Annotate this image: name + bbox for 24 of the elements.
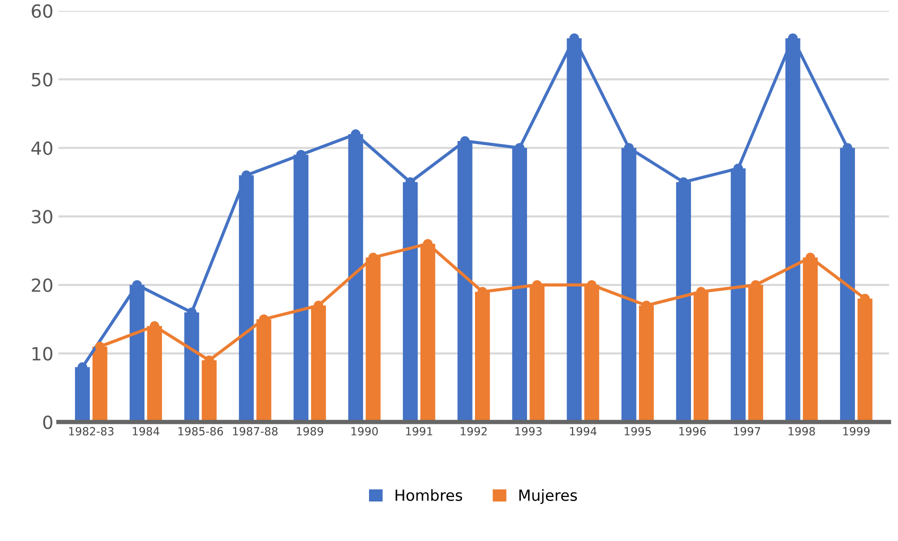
y-tick-label: 60 bbox=[32, 4, 52, 18]
x-tick-label: 1982-83 bbox=[69, 427, 114, 436]
x-tick-label: 1992 bbox=[460, 427, 487, 436]
x-tick-label: 1998 bbox=[788, 427, 815, 436]
x-tick-label: 1993 bbox=[515, 427, 542, 436]
x-tick-label: 1990 bbox=[351, 427, 378, 436]
y-tick-label: 40 bbox=[31, 141, 52, 155]
y-tick-label: 0 bbox=[43, 415, 52, 430]
x-tick-label: 1985-86 bbox=[178, 427, 223, 436]
x-tick-label: 1984 bbox=[132, 427, 160, 436]
y-tick-label: 50 bbox=[32, 72, 52, 86]
x-tick-label: 1997 bbox=[734, 427, 760, 436]
y-tick-label: 30 bbox=[32, 210, 52, 224]
x-tick-label: 1991 bbox=[406, 427, 432, 436]
x-tick-label: 1989 bbox=[296, 427, 324, 436]
legend-label: Hombres bbox=[396, 489, 462, 502]
x-tick-label: 1994 bbox=[570, 427, 597, 436]
y-tick-label: 20 bbox=[32, 278, 52, 292]
x-tick-label: 1995 bbox=[624, 427, 651, 436]
y-tick-label: 10 bbox=[32, 346, 52, 361]
legend-label: Mujeres bbox=[519, 489, 577, 504]
x-tick-label: 1999 bbox=[843, 427, 870, 436]
x-tick-label: 1987-88 bbox=[233, 427, 278, 436]
x-tick-label: 1996 bbox=[679, 427, 706, 436]
